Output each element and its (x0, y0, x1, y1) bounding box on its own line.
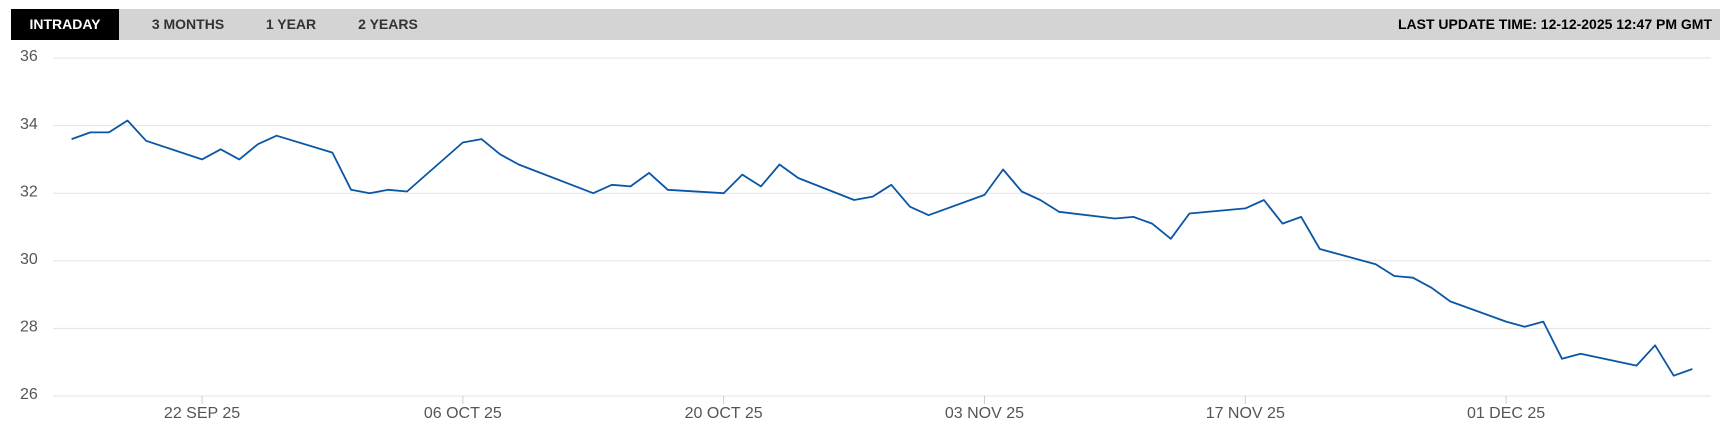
x-tick-label: 20 OCT 25 (685, 405, 763, 422)
y-tick-label: 32 (20, 183, 38, 200)
y-tick-label: 30 (20, 251, 38, 268)
x-tick-label: 03 NOV 25 (945, 405, 1024, 422)
x-tick-label: 17 NOV 25 (1206, 405, 1285, 422)
tab[interactable]: 2 YEARS (358, 16, 418, 32)
y-tick-label: 28 (20, 319, 38, 336)
x-tick-label: 22 SEP 25 (164, 405, 240, 422)
tab[interactable]: 3 MONTHS (151, 16, 225, 32)
price-line (71, 119, 1693, 377)
x-tick-label: 06 OCT 25 (424, 405, 502, 422)
last-update: LAST UPDATE TIME: 12-12-2025 12:47 PM GM… (1397, 16, 1712, 32)
y-tick-label: 36 (20, 48, 38, 65)
tab[interactable]: INTRADAY (11, 9, 119, 40)
x-tick-label: 01 DEC 25 (1467, 405, 1545, 422)
y-tick-label: 26 (20, 386, 38, 403)
y-tick-label: 34 (20, 116, 38, 133)
range-tabs: INTRADAY 3 MONTHS 1 YEAR 2 YEARS LAST UP… (11, 9, 1720, 40)
tab[interactable]: 1 YEAR (265, 16, 317, 32)
